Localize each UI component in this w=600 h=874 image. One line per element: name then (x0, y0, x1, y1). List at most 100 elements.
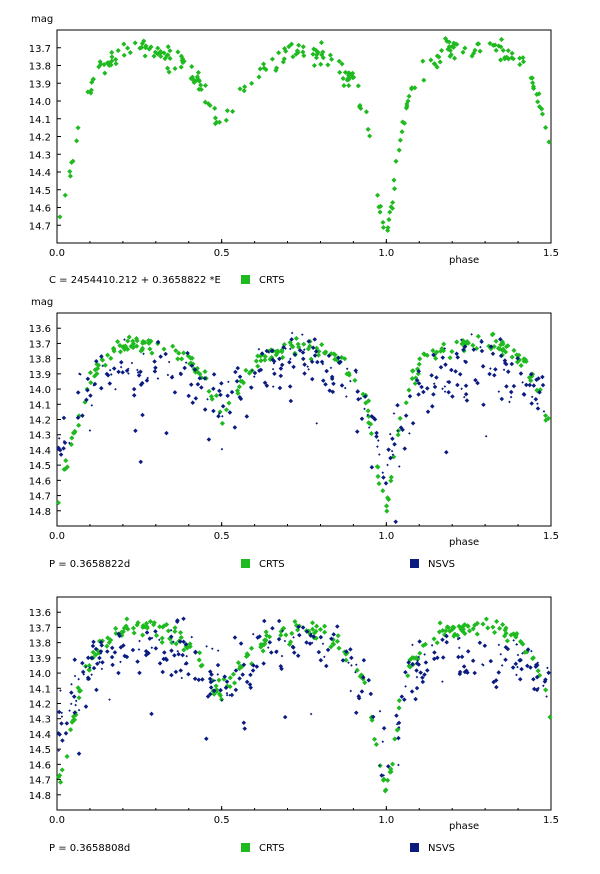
data-point (447, 355, 453, 361)
data-point (258, 358, 264, 364)
data-point (406, 660, 411, 665)
y-tick-label: 13.9 (29, 654, 51, 665)
data-point (459, 624, 465, 630)
data-point (138, 459, 144, 465)
data-point (414, 378, 420, 383)
data-point (234, 379, 240, 384)
data-point (247, 682, 253, 687)
data-point (136, 368, 139, 372)
data-point (540, 374, 545, 380)
x-tick-label: 0.5 (214, 531, 230, 542)
data-point (503, 644, 509, 650)
data-point (111, 345, 117, 351)
data-point (236, 384, 242, 390)
data-point (63, 458, 69, 464)
data-point (277, 385, 283, 391)
data-point (359, 416, 365, 422)
data-point (530, 395, 534, 399)
data-point (440, 355, 446, 360)
data-point (536, 376, 541, 381)
data-point (341, 83, 347, 89)
data-point (237, 374, 243, 379)
data-point (479, 345, 482, 349)
data-point (529, 401, 534, 406)
data-point (393, 519, 398, 524)
chart-panel-3: 13.6 13.7 13.8 13.9 14.0 14.1 14.2 14.3 14.4 14.5… (29, 596, 559, 854)
data-point (212, 105, 218, 111)
data-point (309, 712, 313, 716)
data-point (233, 369, 238, 375)
data-point (240, 672, 245, 677)
data-point (446, 379, 452, 385)
chart-panel-2: 13.6 13.7 13.8 13.9 14.0 14.1 14.2 14.3 14.4 14.5… (29, 297, 559, 570)
data-point (521, 652, 524, 655)
data-point (244, 414, 250, 419)
data-point (381, 471, 385, 474)
data-point (250, 668, 256, 673)
data-point (241, 720, 247, 726)
data-point (272, 371, 277, 376)
data-point (189, 355, 195, 361)
data-point (459, 654, 465, 660)
data-point (540, 382, 546, 388)
data-point (130, 625, 136, 631)
data-point (500, 341, 506, 347)
y-tick-label: 13.9 (29, 370, 51, 381)
data-point (60, 711, 64, 715)
data-point (391, 177, 397, 183)
data-point (292, 636, 295, 639)
data-point (396, 705, 402, 711)
data-point (76, 422, 82, 428)
data-point (420, 675, 425, 680)
y-tick-label: 14.5 (29, 745, 51, 756)
data-point (493, 678, 499, 683)
data-point (153, 365, 158, 370)
data-point (172, 66, 178, 72)
data-point (361, 657, 367, 663)
data-point (112, 650, 118, 655)
data-point (254, 664, 260, 669)
data-point (531, 677, 536, 682)
data-point (479, 339, 484, 344)
data-point (443, 390, 447, 393)
data-point (252, 375, 256, 378)
data-point (76, 695, 82, 701)
data-point (68, 727, 74, 733)
data-point (386, 463, 389, 467)
data-point (150, 636, 154, 640)
data-point (492, 42, 498, 48)
data-point (218, 392, 223, 398)
data-point (291, 364, 296, 370)
data-point (58, 779, 64, 785)
data-point (386, 217, 392, 223)
y-tick-label: 14.4 (29, 168, 51, 179)
data-point (396, 147, 402, 153)
series-crts (57, 36, 552, 234)
data-point (490, 331, 496, 337)
data-point (530, 649, 533, 653)
chart-caption: C = 2454410.212 + 0.3658822 *E (49, 275, 221, 286)
data-point (451, 633, 457, 639)
data-point (113, 625, 119, 632)
data-point (331, 632, 336, 637)
data-point (58, 452, 64, 457)
y-tick-label: 14.7 (29, 776, 51, 787)
data-point (176, 350, 182, 356)
data-point (153, 629, 158, 634)
data-point (84, 665, 88, 669)
x-tick-label: 0.5 (214, 248, 230, 259)
data-point (102, 70, 108, 76)
data-point (281, 345, 286, 350)
data-point (212, 115, 218, 121)
data-point (283, 639, 287, 643)
data-point (88, 380, 94, 386)
data-point (396, 735, 401, 741)
data-point (190, 635, 194, 639)
data-point (521, 392, 527, 397)
data-point (291, 645, 296, 650)
data-point (409, 376, 415, 382)
data-point (91, 665, 97, 671)
data-point (451, 44, 457, 50)
data-point (450, 394, 455, 399)
data-point (515, 673, 518, 677)
